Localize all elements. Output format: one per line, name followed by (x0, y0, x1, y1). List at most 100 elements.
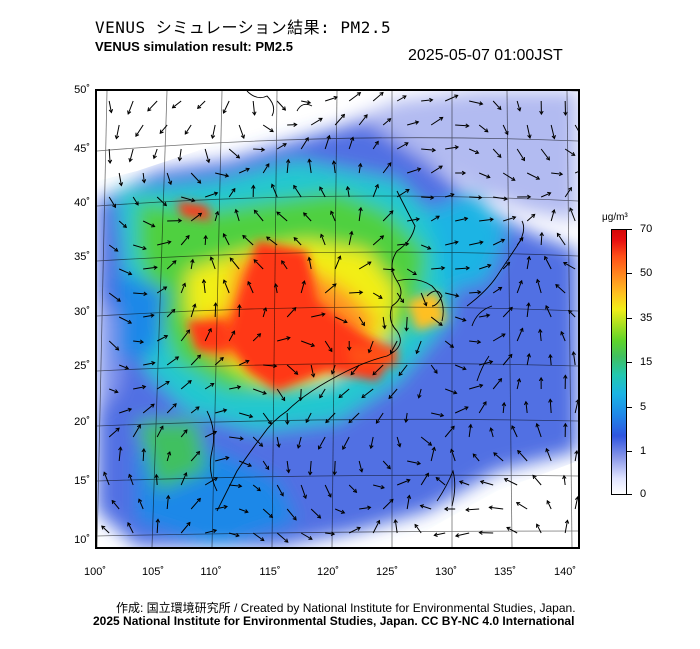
wind-arrow-head (535, 175, 541, 180)
wind-arrow (147, 100, 158, 112)
wind-arrow (228, 188, 236, 198)
wind-arrow (156, 519, 159, 534)
wind-arrow-head (454, 533, 460, 538)
wind-arrow-head (252, 111, 257, 116)
wind-arrow (310, 117, 323, 126)
wind-arrow-head (343, 319, 348, 324)
wind-arrow (166, 309, 176, 318)
wind-arrow-head (535, 278, 541, 284)
wind-arrow-head (405, 188, 410, 193)
wind-arrow-head (498, 286, 503, 291)
wind-arrow-head (372, 371, 377, 376)
wind-arrow-head (127, 271, 133, 276)
wind-vectors (101, 91, 578, 543)
wind-arrow (536, 423, 542, 438)
wind-arrow-head (224, 173, 230, 178)
wind-arrow (277, 337, 291, 342)
wind-arrow-head (506, 261, 511, 267)
wind-arrow-head (330, 531, 336, 536)
wind-arrow-head (262, 307, 268, 312)
wind-arrow (372, 184, 379, 198)
wind-arrow (516, 502, 528, 510)
wind-arrow (479, 314, 490, 318)
wind-arrow (190, 451, 200, 462)
wind-arrow-head (404, 327, 409, 332)
wind-arrow-head (122, 223, 128, 229)
wind-arrow-head (262, 390, 267, 395)
wind-arrow (118, 268, 132, 275)
wind-arrow (539, 329, 542, 342)
wind-arrow-head (386, 465, 391, 470)
map-canvas (97, 91, 578, 547)
wind-arrow (223, 100, 230, 114)
wind-arrow (435, 477, 446, 486)
wind-arrow (180, 522, 191, 534)
wind-arrow (330, 211, 336, 222)
wind-arrow (516, 378, 520, 390)
wind-arrow-head (118, 446, 123, 451)
wind-arrow (334, 114, 345, 126)
wind-arrow (229, 484, 242, 487)
wind-arrow (555, 284, 566, 294)
wind-arrow-head (153, 265, 158, 270)
wind-arrow (229, 532, 240, 537)
wind-arrow-head (301, 280, 306, 285)
wind-arrow (108, 292, 121, 302)
wind-arrow-head (506, 526, 511, 531)
wind-arrow-head (518, 279, 523, 285)
wind-arrow (300, 340, 315, 347)
wind-arrow (430, 165, 443, 174)
wind-arrow (228, 330, 235, 342)
wind-arrow (262, 460, 270, 470)
wind-arrow-head (127, 319, 133, 324)
wind-arrow (133, 244, 147, 250)
wind-arrow (190, 406, 200, 414)
wind-arrow-head (517, 107, 522, 112)
wind-arrow (305, 412, 312, 423)
colorbar-tickmark (627, 494, 632, 495)
wind-arrow (540, 192, 551, 198)
wind-arrow (262, 124, 274, 133)
wind-arrow-head (563, 111, 568, 116)
wind-arrow-head (414, 523, 419, 529)
wind-arrow (204, 383, 214, 390)
wind-arrow (108, 196, 116, 208)
wind-arrow (472, 453, 480, 462)
wind-arrow-head (465, 265, 471, 271)
wind-arrow-head (406, 478, 411, 483)
wind-arrow (396, 292, 404, 303)
wind-arrow (489, 506, 504, 510)
wind-arrow (420, 436, 432, 446)
wind-arrow (128, 474, 134, 486)
wind-arrow (406, 495, 410, 510)
colorbar-tick-0: 0 (640, 488, 647, 500)
wind-arrow-head (404, 418, 409, 424)
wind-arrow-head (330, 210, 335, 215)
lat-label-35: 35˚ (74, 251, 90, 263)
wind-arrow-head (222, 233, 227, 238)
wind-arrow (228, 148, 240, 159)
wind-arrow (159, 124, 168, 134)
wind-arrow (383, 268, 395, 271)
wind-arrow-head (103, 471, 108, 476)
wind-arrow-head (474, 150, 480, 155)
wind-arrow-head (546, 499, 551, 505)
wind-arrow (480, 480, 494, 486)
wind-arrow (286, 460, 290, 473)
wind-arrow (551, 172, 563, 175)
wind-arrow-head (478, 530, 483, 535)
wind-arrow-head (279, 492, 284, 497)
wind-arrow-head (247, 462, 253, 467)
wind-arrow-head (560, 330, 565, 336)
lon-label-115: 115˚ (259, 566, 281, 578)
wind-arrow (574, 171, 578, 174)
wind-arrow-head (356, 92, 362, 97)
wind-arrow-head (235, 532, 240, 538)
wind-arrow (205, 192, 218, 198)
wind-arrow-head (108, 109, 114, 114)
colorbar-tick-50: 50 (640, 267, 653, 279)
wind-arrow-head (433, 369, 438, 374)
wind-arrow-head (349, 136, 355, 141)
wind-arrow-head (433, 532, 438, 537)
wind-arrow (133, 386, 146, 390)
